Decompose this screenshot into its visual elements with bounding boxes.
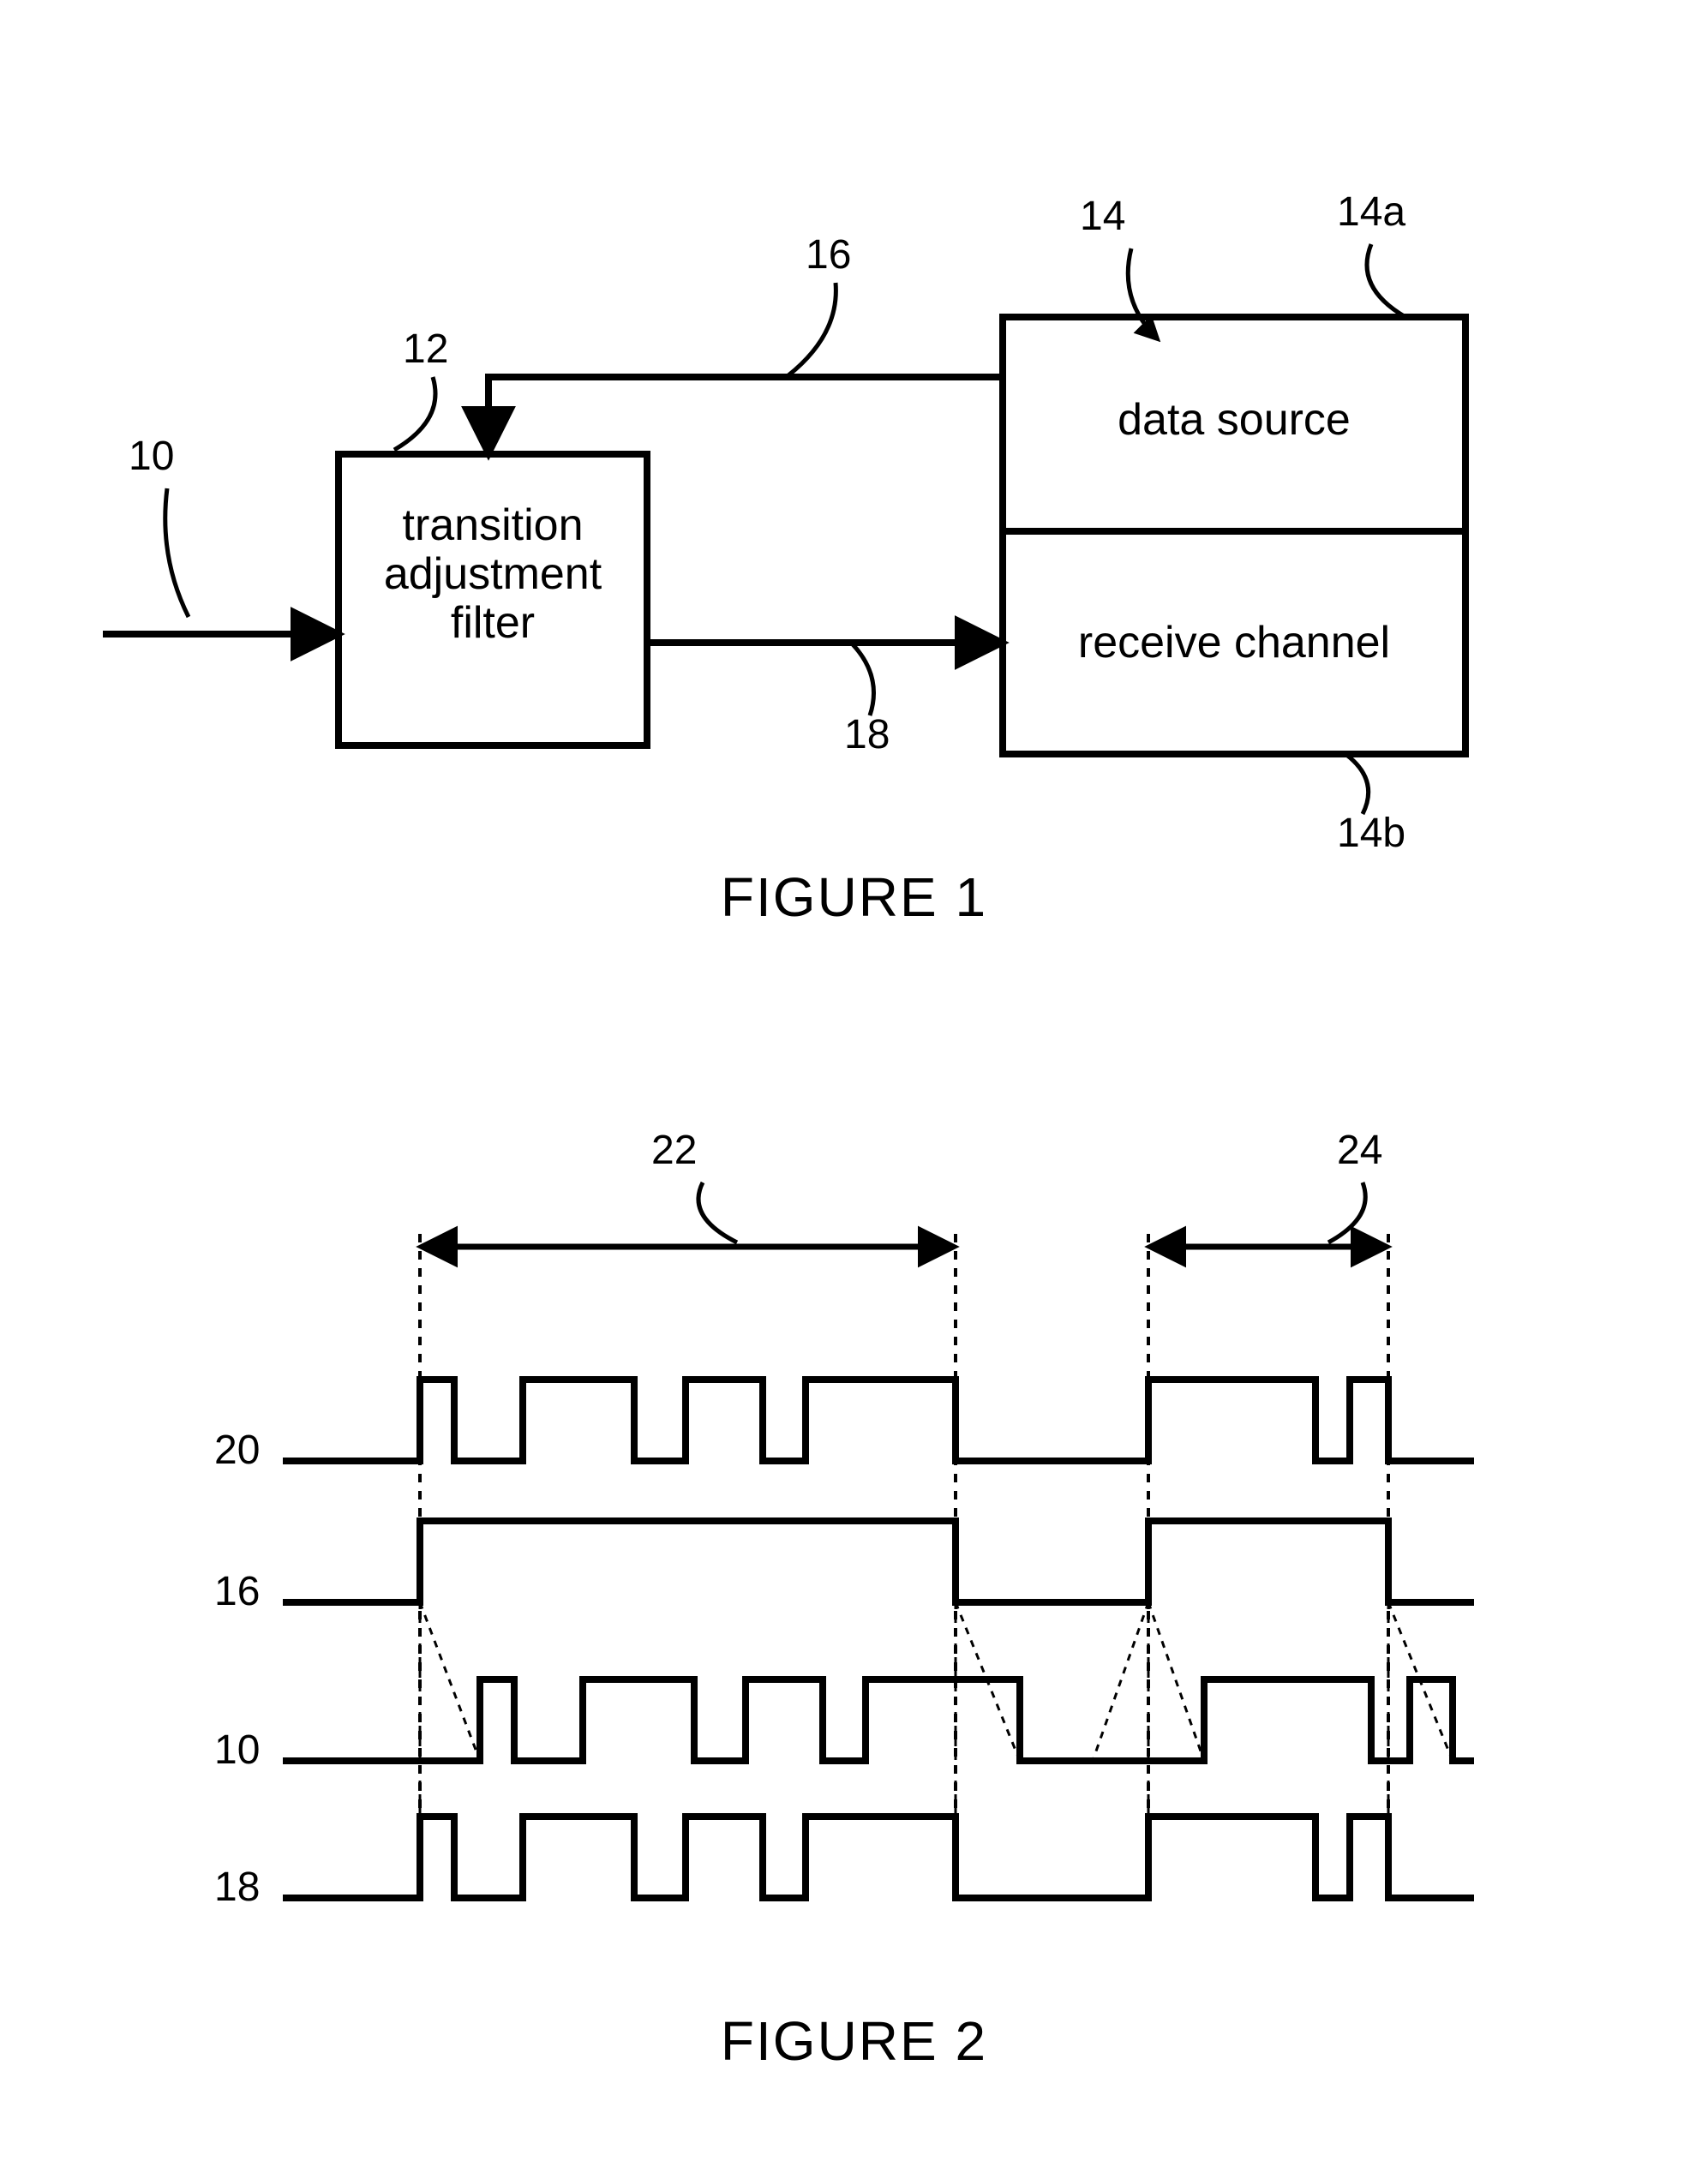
filter-box-label: transition adjustment filter bbox=[339, 501, 647, 649]
slant-3a bbox=[1093, 1602, 1148, 1761]
ref-10: 10 bbox=[129, 433, 174, 480]
row-label-18: 18 bbox=[214, 1864, 260, 1911]
ref-22: 22 bbox=[651, 1127, 697, 1174]
lead-16 bbox=[788, 283, 836, 375]
lead-10 bbox=[165, 488, 189, 617]
lead-14a bbox=[1367, 244, 1405, 317]
row-label-10: 10 bbox=[214, 1727, 260, 1774]
ref-14a: 14a bbox=[1337, 189, 1405, 236]
figure-2-caption: FIGURE 2 bbox=[0, 2009, 1708, 2073]
lead-14b bbox=[1345, 754, 1369, 814]
wave-10 bbox=[283, 1679, 1474, 1761]
row-label-20: 20 bbox=[214, 1427, 260, 1474]
lead-24 bbox=[1328, 1182, 1365, 1242]
filter-line1: transition bbox=[339, 501, 647, 550]
ref-24: 24 bbox=[1337, 1127, 1382, 1174]
ref-14b: 14b bbox=[1337, 810, 1405, 857]
wave-16 bbox=[283, 1521, 1474, 1602]
receive-channel-label: receive channel bbox=[1003, 617, 1465, 668]
lead-14 bbox=[1128, 248, 1157, 338]
right-box bbox=[1003, 317, 1465, 754]
wave-18 bbox=[283, 1817, 1474, 1898]
ref-18: 18 bbox=[844, 711, 890, 758]
data-source-label: data source bbox=[1003, 394, 1465, 446]
row-label-16: 16 bbox=[214, 1568, 260, 1615]
slant-3b bbox=[1148, 1602, 1204, 1761]
filter-line3: filter bbox=[339, 599, 647, 648]
feedback-arrow bbox=[488, 377, 1003, 450]
lead-18 bbox=[853, 644, 874, 715]
lead-22 bbox=[698, 1182, 737, 1242]
slant-1a bbox=[420, 1602, 480, 1761]
ref-12: 12 bbox=[403, 326, 448, 373]
filter-line2: adjustment bbox=[339, 550, 647, 599]
lead-12 bbox=[394, 377, 435, 450]
wave-20 bbox=[283, 1380, 1474, 1461]
ref-16: 16 bbox=[806, 231, 851, 278]
figure-1-canvas bbox=[0, 0, 1708, 943]
figure-1-caption: FIGURE 1 bbox=[0, 865, 1708, 929]
ref-14: 14 bbox=[1080, 193, 1125, 240]
